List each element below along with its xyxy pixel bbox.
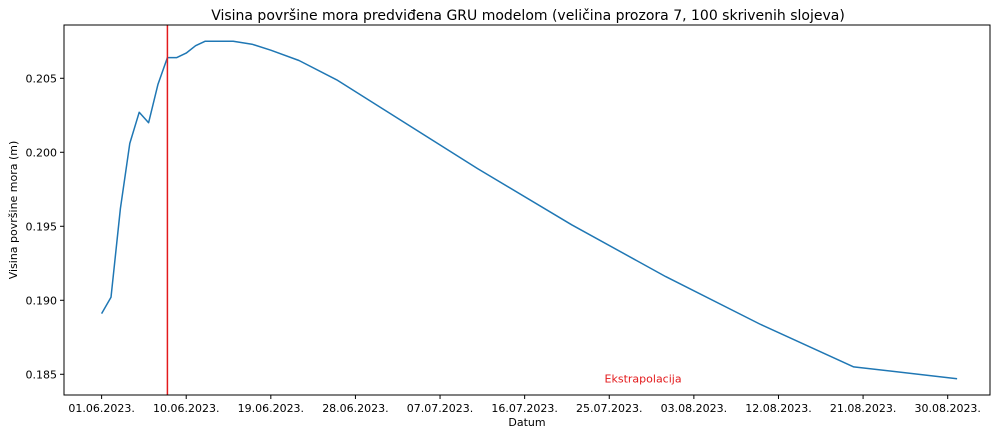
x-tick-label: 12.08.2023.: [745, 402, 811, 415]
series-line: [100, 40, 958, 380]
plot-area: Ekstrapolacija: [100, 25, 958, 395]
x-tick-label: 01.06.2023.: [68, 402, 134, 415]
y-tick-label: 0.205: [26, 72, 58, 85]
x-tick-label: 30.08.2023.: [914, 402, 980, 415]
y-axis-label: Visina površine mora (m): [7, 141, 20, 280]
extrapolation-label: Ekstrapolacija: [605, 373, 682, 386]
y-tick-label: 0.190: [26, 294, 58, 307]
y-tick-label: 0.195: [26, 220, 58, 233]
x-tick-label: 21.08.2023.: [830, 402, 896, 415]
x-tick-label: 03.08.2023.: [661, 402, 727, 415]
x-axis-label: Datum: [508, 416, 545, 429]
chart-title: Visina površine mora predviđena GRU mode…: [211, 8, 845, 24]
y-tick-label: 0.200: [26, 146, 58, 159]
x-tick-label: 28.06.2023.: [322, 402, 388, 415]
axes-frame: [63, 24, 991, 396]
x-tick-label: 10.06.2023.: [153, 402, 219, 415]
y-tick-label: 0.185: [26, 368, 58, 381]
x-tick-label: 07.07.2023.: [407, 402, 473, 415]
x-tick-label: 19.06.2023.: [238, 402, 304, 415]
x-tick-label: 16.07.2023.: [491, 402, 557, 415]
x-tick-label: 25.07.2023.: [576, 402, 642, 415]
